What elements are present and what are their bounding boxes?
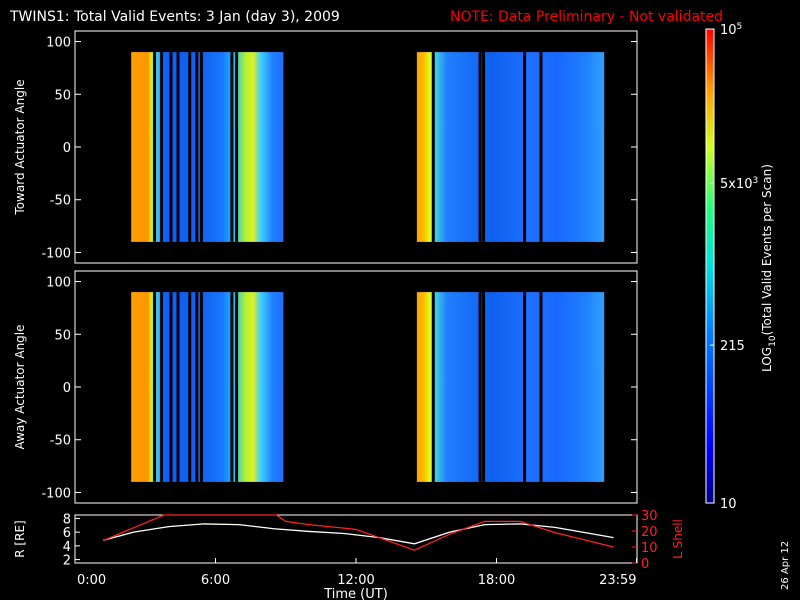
orbit-frame bbox=[74, 514, 638, 564]
top-gap-11 bbox=[482, 52, 486, 242]
bottom-data-block-0 bbox=[131, 292, 284, 482]
colorbar-tick-label-2: 215 bbox=[720, 339, 745, 354]
orbit-left-tick-label-3: 8 bbox=[63, 512, 71, 527]
top-gap-0 bbox=[153, 52, 157, 242]
bottom-gap-12 bbox=[523, 292, 527, 482]
colorbar-tick-label-0: 105 bbox=[720, 22, 742, 38]
orbit-left-tick-label-2: 6 bbox=[63, 526, 71, 541]
x-tick-label-3: 18:00 bbox=[478, 573, 515, 588]
top-gap-1 bbox=[160, 52, 164, 242]
header: TWINS1: Total Valid Events: 3 Jan (day 3… bbox=[9, 9, 723, 25]
bottom-gap-7 bbox=[230, 292, 234, 482]
figure-title: TWINS1: Total Valid Events: 3 Jan (day 3… bbox=[9, 9, 340, 25]
top-ytick-label-1: 50 bbox=[54, 88, 71, 103]
bottom-ytick-label-0: 100 bbox=[46, 276, 71, 291]
colorbar-label-sub: 10 bbox=[768, 335, 778, 347]
bottom-gap-10 bbox=[478, 292, 482, 482]
colorbar-tick-exp-1: 3 bbox=[753, 176, 759, 186]
orbit-right-tick-label-2: 20 bbox=[641, 525, 658, 540]
bottom-gap-13 bbox=[539, 292, 543, 482]
top-gap-3 bbox=[176, 52, 180, 242]
top-gap-2 bbox=[169, 52, 173, 242]
away-heatmap-panel: 100 50 0 -50 -100 Away Actuator Angle bbox=[13, 270, 638, 504]
colorbar-gradient bbox=[705, 28, 715, 504]
top-gap-7 bbox=[230, 52, 234, 242]
bottom-ylabel: Away Actuator Angle bbox=[13, 324, 27, 449]
top-ylabel: Toward Actuator Angle bbox=[13, 79, 27, 215]
top-ytick-label-3: -50 bbox=[50, 194, 71, 209]
top-gap-8 bbox=[235, 52, 239, 242]
orbit-right-ylabel: L Shell bbox=[671, 519, 685, 559]
bottom-gap-3 bbox=[176, 292, 180, 482]
r-series-line bbox=[102, 523, 614, 545]
colorbar-label-main: LOG bbox=[760, 347, 774, 372]
top-gap-6 bbox=[199, 52, 203, 242]
bottom-ytick-label-3: -50 bbox=[50, 434, 71, 449]
top-gap-5 bbox=[195, 52, 199, 242]
x-tick-label-2: 12:00 bbox=[337, 573, 374, 588]
colorbar-tick-label-3: 10 bbox=[720, 497, 737, 512]
x-axis-label: Time (UT) bbox=[323, 587, 388, 600]
x-tick-label-0: 0:00 bbox=[77, 573, 106, 588]
top-gap-9 bbox=[431, 52, 435, 242]
x-tick-label-1: 6:00 bbox=[201, 573, 230, 588]
orbit-left-tick-label-0: 2 bbox=[63, 554, 71, 569]
side-date: 26 Apr 12 bbox=[780, 541, 791, 590]
bottom-ytick-label-2: 0 bbox=[63, 381, 71, 396]
colorbar-tick-base-3: 10 bbox=[720, 497, 737, 512]
lshell-series-line bbox=[102, 514, 614, 551]
preliminary-note: NOTE: Data Preliminary - Not validated bbox=[450, 9, 723, 25]
x-tick-label-4: 23:59 bbox=[599, 573, 636, 588]
top-gap-12 bbox=[523, 52, 527, 242]
top-data-block-0 bbox=[131, 52, 284, 242]
colorbar-label-rest: (Total Valid Events per Scan) bbox=[760, 164, 774, 335]
colorbar-tick-base-0: 10 bbox=[720, 23, 737, 38]
bottom-ytick-label-1: 50 bbox=[54, 328, 71, 343]
top-gap-4 bbox=[188, 52, 192, 242]
colorbar-tick-exp-0: 5 bbox=[737, 22, 743, 32]
colorbar-tick-label-1: 5x103 bbox=[720, 176, 758, 192]
top-ytick-label-0: 100 bbox=[46, 36, 71, 51]
top-data-block-1 bbox=[416, 52, 605, 242]
bottom-ytick-label-4: -100 bbox=[41, 486, 71, 501]
colorbar-tick-base-2: 215 bbox=[720, 339, 745, 354]
orbit-right-tick-label-1: 10 bbox=[641, 541, 658, 556]
bottom-gap-2 bbox=[169, 292, 173, 482]
bottom-gap-9 bbox=[431, 292, 435, 482]
bottom-gap-5 bbox=[195, 292, 199, 482]
bottom-gap-6 bbox=[199, 292, 203, 482]
top-gap-13 bbox=[539, 52, 543, 242]
top-gap-10 bbox=[478, 52, 482, 242]
orbit-right-tick-label-0: 0 bbox=[641, 557, 649, 572]
bottom-data-block-1 bbox=[416, 292, 605, 482]
orbit-left-tick-label-1: 4 bbox=[63, 540, 71, 555]
top-ytick-label-2: 0 bbox=[63, 141, 71, 156]
colorbar-tick-base-1: 5x10 bbox=[720, 177, 753, 192]
bottom-gap-8 bbox=[235, 292, 239, 482]
bottom-gap-1 bbox=[160, 292, 164, 482]
orbit-right-tick-label-3: 30 bbox=[641, 509, 658, 524]
colorbar-label: LOG10(Total Valid Events per Scan) bbox=[760, 164, 778, 372]
bottom-gap-11 bbox=[482, 292, 486, 482]
bottom-gap-4 bbox=[188, 292, 192, 482]
top-ytick-label-4: -100 bbox=[41, 246, 71, 261]
toward-heatmap-panel: 100 50 0 -50 -100 Toward Actuator Angle bbox=[13, 30, 638, 264]
bottom-gap-0 bbox=[153, 292, 157, 482]
orbit-left-ylabel: R [RE] bbox=[13, 520, 27, 557]
